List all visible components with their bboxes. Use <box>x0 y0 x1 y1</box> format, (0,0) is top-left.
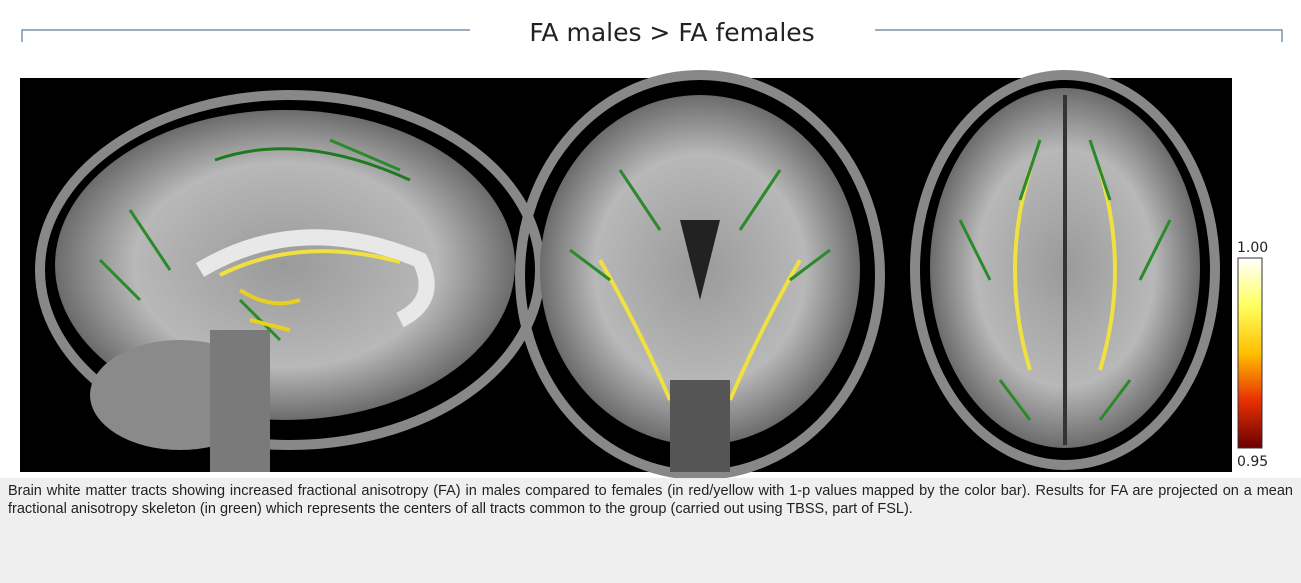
coronal-view <box>515 70 885 478</box>
title-bracket <box>21 29 1283 42</box>
color-bar <box>1237 257 1263 449</box>
figure-title: FA males > FA females <box>529 18 814 47</box>
figure: FA males > FA females 1.00 0.95 <box>20 18 1283 478</box>
color-bar-label: 1.00 <box>1237 240 1268 256</box>
color-bar-label: 0.95 <box>1237 454 1268 470</box>
axial-view <box>910 70 1220 470</box>
caption: Brain white matter tracts showing increa… <box>0 478 1301 583</box>
